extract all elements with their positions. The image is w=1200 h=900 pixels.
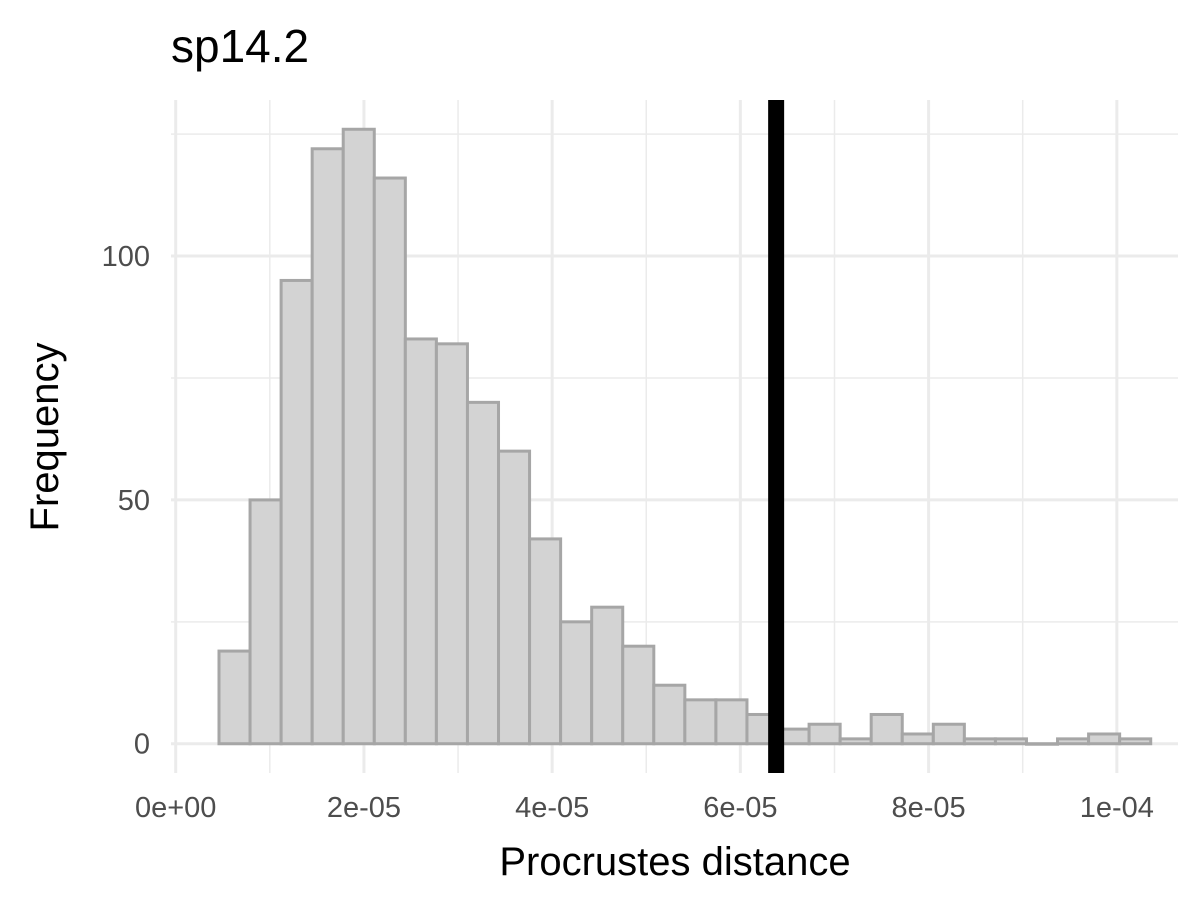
y-tick-labels: 0 50 100 <box>102 241 150 761</box>
y-tick-label: 0 <box>134 729 150 761</box>
histogram-bar <box>1056 737 1091 746</box>
y-axis-title: Frequency <box>23 343 67 532</box>
histogram-bar <box>465 400 501 746</box>
histogram-bar <box>962 737 997 746</box>
histogram-bar <box>372 176 407 746</box>
histogram-bar <box>590 605 625 746</box>
histogram-bars <box>217 127 1153 746</box>
histogram-bar <box>807 722 842 746</box>
histogram-bar <box>931 722 966 746</box>
y-tick-label: 50 <box>118 485 150 517</box>
x-tick-label: 4e-05 <box>515 792 589 824</box>
x-tick-labels: 0e+00 2e-05 4e-05 6e-05 8e-05 1e-04 <box>135 792 1154 824</box>
histogram-bar <box>248 498 283 746</box>
x-tick-label: 2e-05 <box>327 792 401 824</box>
x-tick-label: 0e+00 <box>135 792 216 824</box>
histogram-bar <box>559 620 594 746</box>
histogram-bar <box>217 649 252 746</box>
histogram-bar <box>279 278 314 746</box>
chart-title: sp14.2 <box>171 20 309 72</box>
histogram-bar <box>497 449 532 746</box>
histogram-bar <box>714 698 749 746</box>
histogram-bar <box>434 342 469 746</box>
histogram-bar <box>310 147 345 746</box>
x-tick-label: 6e-05 <box>703 792 777 824</box>
histogram-bar <box>652 683 687 746</box>
x-tick-label: 8e-05 <box>892 792 966 824</box>
histogram-bar <box>993 737 1028 746</box>
histogram-bar <box>683 698 718 746</box>
x-axis-title: Procrustes distance <box>499 840 850 884</box>
x-tick-label: 1e-04 <box>1080 792 1154 824</box>
histogram-bar <box>1087 732 1122 746</box>
histogram-bar <box>838 737 873 746</box>
histogram-bar <box>1024 742 1060 746</box>
y-tick-label: 100 <box>102 241 150 273</box>
histogram-bar <box>869 712 904 746</box>
histogram-bar <box>621 644 656 746</box>
histogram-bar <box>528 537 563 746</box>
histogram-bar <box>403 337 438 746</box>
histogram-bar <box>900 732 935 746</box>
histogram-bar <box>1118 737 1153 746</box>
histogram-bar <box>341 127 376 746</box>
